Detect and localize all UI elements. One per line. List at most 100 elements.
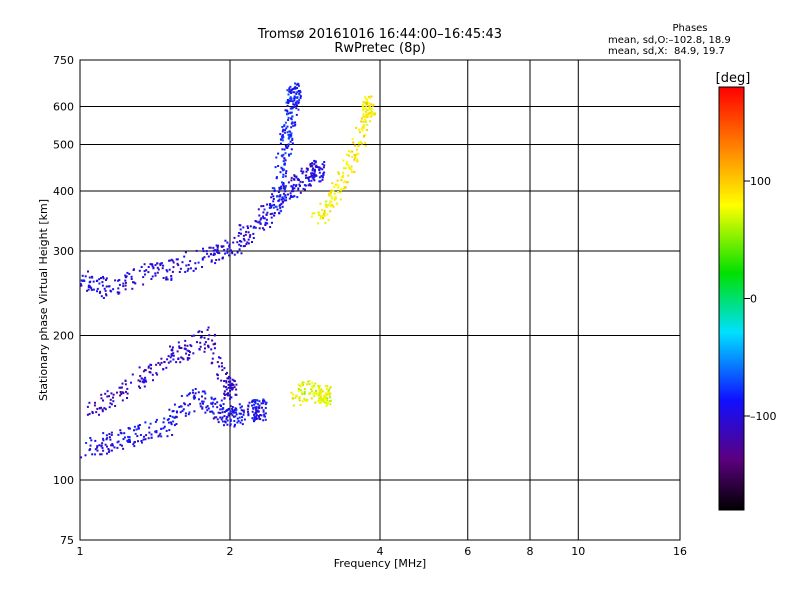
data-point	[130, 381, 132, 384]
y-tick-label: 400	[53, 185, 74, 198]
data-point	[311, 381, 314, 384]
data-point	[168, 259, 171, 262]
data-point	[289, 107, 292, 110]
data-point	[353, 170, 356, 173]
data-point	[373, 113, 376, 116]
data-point	[315, 393, 318, 396]
data-point	[226, 377, 229, 380]
data-point	[213, 252, 216, 255]
data-point	[313, 163, 316, 166]
data-point	[81, 274, 84, 277]
data-point	[318, 385, 321, 388]
data-point	[241, 416, 244, 419]
data-point	[144, 438, 147, 441]
data-point	[217, 244, 219, 247]
data-point	[313, 172, 315, 175]
data-point	[142, 438, 145, 441]
data-point	[137, 427, 140, 430]
data-point	[110, 434, 113, 436]
data-point	[235, 413, 238, 416]
data-point	[266, 211, 269, 214]
data-point	[121, 399, 124, 402]
colorbar-tick-label: 0	[750, 293, 757, 306]
data-point	[291, 188, 294, 190]
data-point	[227, 375, 230, 378]
data-point	[205, 250, 208, 253]
data-point	[240, 419, 243, 422]
data-point	[137, 440, 139, 443]
data-point	[350, 165, 353, 168]
data-point	[237, 234, 240, 237]
data-point	[231, 384, 234, 386]
data-point	[288, 97, 291, 100]
data-point	[368, 97, 371, 99]
data-point	[90, 287, 93, 290]
data-point	[366, 109, 369, 112]
data-point	[346, 153, 349, 156]
data-point	[98, 282, 101, 285]
data-point	[263, 399, 266, 402]
data-point	[169, 415, 172, 417]
data-point	[284, 109, 287, 112]
data-point	[156, 271, 159, 274]
data-point	[268, 206, 271, 209]
data-point	[324, 398, 327, 401]
data-point	[240, 240, 243, 243]
data-point	[116, 441, 119, 444]
data-point	[254, 402, 257, 405]
data-point	[277, 152, 280, 155]
data-point	[326, 213, 329, 216]
data-point	[314, 392, 317, 395]
data-point	[258, 404, 261, 407]
data-point	[220, 405, 222, 407]
data-point	[162, 277, 165, 279]
data-point	[342, 187, 345, 190]
data-point	[325, 392, 327, 395]
x-tick-label: 1	[77, 545, 84, 558]
data-point	[142, 276, 145, 279]
data-point	[306, 383, 308, 386]
data-point	[329, 191, 332, 193]
data-point	[299, 95, 302, 98]
data-point	[251, 241, 253, 243]
data-point	[347, 166, 350, 169]
data-point	[150, 436, 153, 439]
data-point	[292, 103, 295, 106]
data-point	[170, 278, 173, 281]
data-point	[226, 393, 229, 396]
data-point	[87, 270, 89, 273]
data-point	[253, 417, 256, 419]
data-point	[360, 120, 363, 123]
data-point	[102, 275, 104, 278]
data-point	[156, 266, 159, 269]
data-point	[296, 91, 299, 94]
data-point	[291, 397, 294, 400]
data-point	[122, 438, 125, 441]
data-point	[102, 439, 105, 442]
data-point	[105, 279, 107, 281]
data-point	[275, 205, 278, 208]
data-point	[284, 187, 287, 190]
data-point	[211, 361, 214, 364]
data-point	[212, 352, 215, 355]
data-point	[231, 382, 234, 385]
data-point	[148, 371, 151, 373]
data-point	[306, 176, 309, 179]
data-point	[291, 88, 294, 91]
data-point	[299, 191, 302, 194]
data-point	[287, 181, 290, 184]
data-point	[206, 405, 209, 408]
data-point	[258, 227, 261, 230]
data-point	[240, 409, 243, 412]
data-point	[147, 266, 150, 268]
data-point	[364, 133, 367, 136]
data-point	[255, 220, 258, 223]
data-point	[117, 440, 120, 443]
data-point	[313, 212, 316, 215]
data-point	[144, 379, 147, 382]
data-point	[277, 199, 280, 202]
data-point	[98, 291, 101, 294]
data-point	[343, 167, 345, 170]
data-point	[289, 111, 292, 114]
data-point	[212, 343, 215, 346]
